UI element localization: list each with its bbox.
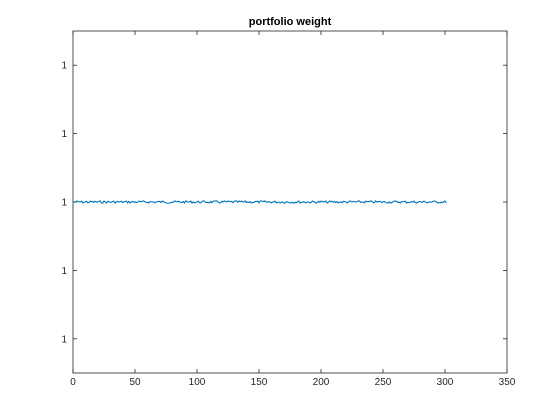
x-tick-label: 0	[70, 377, 76, 388]
x-tick-label: 100	[189, 377, 206, 388]
series-line	[74, 200, 447, 204]
y-axis-ticks: 1 1 1 1 1	[61, 61, 507, 345]
series-group	[74, 200, 447, 204]
y-tick-label: 1	[61, 334, 67, 345]
x-tick-label: 350	[499, 377, 516, 388]
y-tick-label: 1	[61, 266, 67, 277]
y-tick-label: 1	[61, 129, 67, 140]
chart-title: portfolio weight	[249, 16, 332, 28]
y-tick-label: 1	[61, 198, 67, 209]
x-tick-label: 300	[437, 377, 454, 388]
x-tick-label: 250	[375, 377, 392, 388]
x-tick-label: 150	[251, 377, 268, 388]
y-tick-label: 1	[61, 61, 67, 72]
x-tick-label: 200	[313, 377, 330, 388]
x-axis-ticks: 0 50 100 150 200 250 300 350	[70, 31, 516, 388]
x-tick-label: 50	[129, 377, 141, 388]
